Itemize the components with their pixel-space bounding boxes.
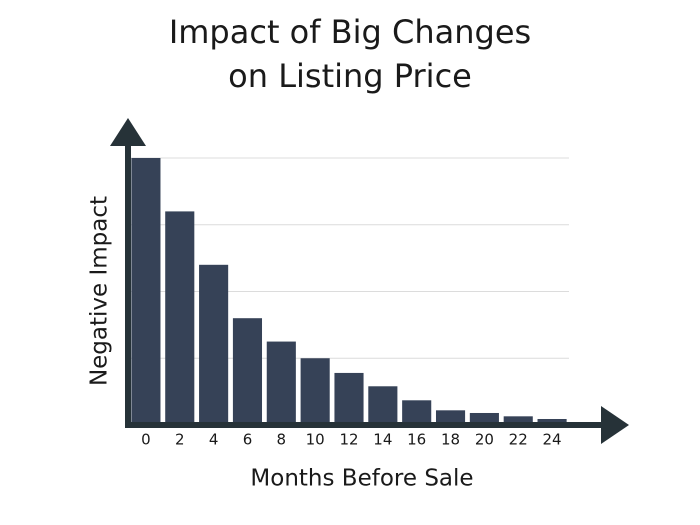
- x-tick-label: 18: [441, 431, 460, 449]
- bar: [368, 386, 398, 425]
- x-tick-label: 2: [175, 431, 185, 449]
- y-axis-arrow: [110, 118, 146, 146]
- x-tick-label: 4: [209, 431, 219, 449]
- bar: [334, 372, 364, 425]
- x-tick-label: 6: [243, 431, 253, 449]
- bar: [266, 341, 296, 425]
- bar: [232, 318, 263, 425]
- chart-title: Impact of Big Changes on Listing Price: [168, 13, 532, 95]
- x-tick-label: 22: [509, 431, 528, 449]
- x-axis-arrow: [601, 406, 629, 444]
- bar: [131, 158, 161, 425]
- x-axis-label: Months Before Sale: [250, 466, 473, 492]
- bar: [469, 412, 499, 425]
- x-tick-label: 24: [543, 431, 562, 449]
- x-tick-label: 10: [306, 431, 325, 449]
- bar: [537, 418, 567, 425]
- x-tick-label: 0: [141, 431, 151, 449]
- x-tick-label: 14: [373, 431, 392, 449]
- bar: [503, 416, 533, 425]
- x-tick-label: 8: [277, 431, 287, 449]
- x-tick-label: 20: [475, 431, 494, 449]
- x-tick-label: 16: [407, 431, 426, 449]
- bar: [402, 400, 432, 425]
- bar: [165, 211, 195, 425]
- y-axis-label: Negative Impact: [87, 196, 113, 386]
- bar: [300, 358, 330, 425]
- bar: [435, 410, 466, 425]
- bar: [199, 264, 229, 425]
- x-tick-label: 12: [339, 431, 358, 449]
